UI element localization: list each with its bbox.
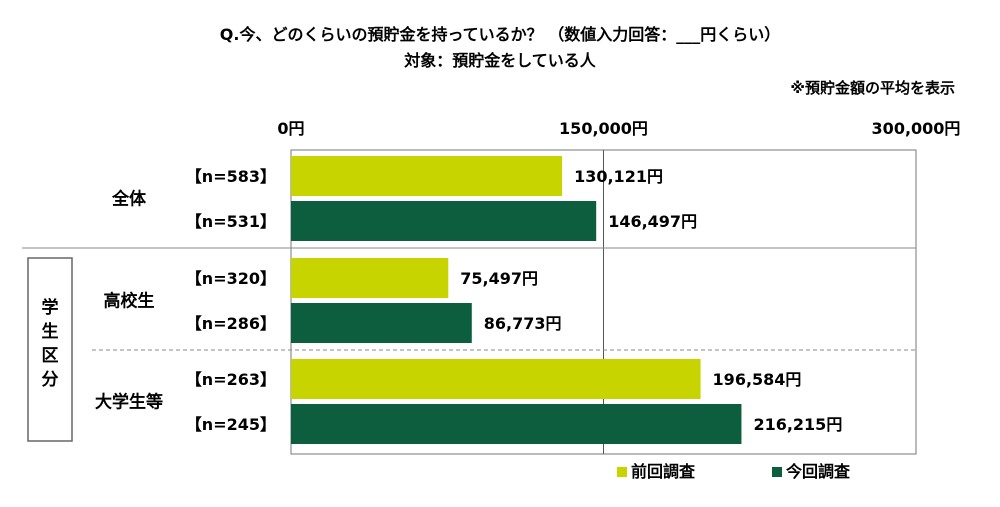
data-label: 146,497円	[608, 212, 697, 231]
student-category-label: 区	[42, 346, 59, 366]
legend-swatch	[772, 467, 782, 477]
student-category-label: 学	[42, 297, 59, 318]
chart-title: Q.今、どのくらいの預貯金を持っているか？ （数値入力回答：___円くらい）	[220, 25, 780, 44]
x-tick-label: 300,000円	[872, 119, 961, 138]
n-label: 【n=583】	[186, 167, 276, 186]
n-label: 【n=531】	[186, 212, 276, 231]
chart-subtitle: 対象：預貯金をしている人	[403, 51, 597, 70]
legend-label: 今回調査	[785, 462, 850, 481]
legend-swatch	[617, 467, 627, 477]
x-tick-label: 0円	[277, 119, 304, 138]
data-label: 86,773円	[484, 314, 562, 333]
bar	[291, 303, 472, 343]
student-category-box	[27, 257, 73, 442]
data-label: 130,121円	[574, 167, 663, 186]
legend-label: 前回調査	[631, 462, 695, 481]
group-label: 大学生等	[95, 392, 163, 413]
bar	[291, 156, 563, 196]
data-label: 196,584円	[713, 370, 802, 389]
group-label: 全体	[111, 189, 147, 210]
student-category-label: 生	[42, 321, 59, 342]
n-label: 【n=286】	[186, 314, 276, 333]
n-label: 【n=320】	[186, 269, 276, 288]
chart-note: ※預貯金額の平均を表示	[790, 79, 955, 97]
data-label: 216,215円	[753, 415, 842, 434]
n-label: 【n=263】	[186, 370, 276, 389]
bar	[291, 359, 701, 399]
student-category-label: 分	[42, 370, 59, 390]
x-tick-label: 150,000円	[559, 119, 648, 138]
n-label: 【n=245】	[186, 415, 276, 434]
data-label: 75,497円	[460, 269, 538, 288]
bar	[291, 201, 597, 241]
group-label: 高校生	[104, 291, 155, 312]
bar	[291, 258, 449, 298]
bar	[291, 404, 742, 444]
